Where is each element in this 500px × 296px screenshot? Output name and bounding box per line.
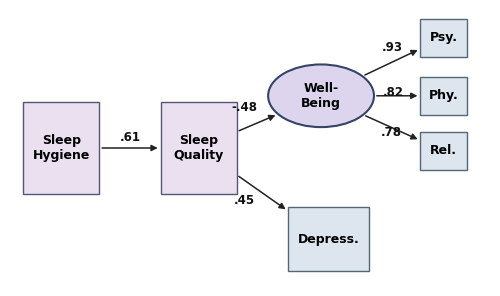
Text: -.48: -.48 xyxy=(231,102,257,115)
Text: .78: .78 xyxy=(380,126,402,139)
Text: Phy.: Phy. xyxy=(428,89,458,102)
Text: Well-
Being: Well- Being xyxy=(301,82,341,110)
FancyBboxPatch shape xyxy=(420,132,467,170)
Text: .61: .61 xyxy=(120,131,141,144)
Text: Sleep
Hygiene: Sleep Hygiene xyxy=(32,134,90,162)
Text: .45: .45 xyxy=(234,194,254,207)
FancyBboxPatch shape xyxy=(420,77,467,115)
FancyBboxPatch shape xyxy=(420,19,467,57)
Text: Depress.: Depress. xyxy=(298,233,360,246)
FancyBboxPatch shape xyxy=(160,102,236,194)
FancyBboxPatch shape xyxy=(288,207,369,271)
Text: Rel.: Rel. xyxy=(430,144,457,157)
FancyBboxPatch shape xyxy=(24,102,100,194)
Text: Sleep
Quality: Sleep Quality xyxy=(174,134,224,162)
Text: .93: .93 xyxy=(382,41,402,54)
Text: .82: .82 xyxy=(383,86,404,99)
Ellipse shape xyxy=(268,65,374,127)
Text: Psy.: Psy. xyxy=(430,31,458,44)
